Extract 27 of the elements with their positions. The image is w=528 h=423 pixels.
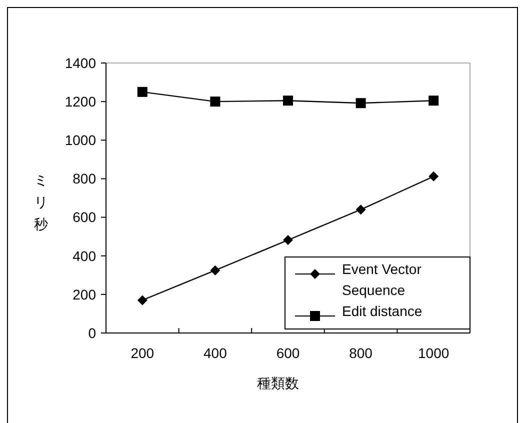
x-tick-label: 600: [276, 345, 300, 361]
point: [137, 86, 148, 97]
y-tick-label: 600: [72, 209, 96, 226]
y-tick-label: 1000: [64, 132, 96, 148]
point: [210, 265, 220, 276]
point: [428, 171, 439, 182]
x-tick-label: 400: [204, 345, 228, 361]
y-tick-label: 200: [72, 286, 96, 302]
y-axis-title: ミリ秒: [34, 172, 48, 232]
point: [356, 98, 366, 108]
point: [428, 96, 439, 106]
x-axis-title: 種類数: [257, 375, 299, 391]
x-tick-label: 200: [130, 345, 154, 361]
y-tick-label: 1200: [64, 93, 96, 110]
point: [283, 235, 293, 246]
y-tick-label: 1400: [64, 54, 96, 71]
point: [210, 96, 220, 107]
x-tick-label: 1000: [418, 345, 450, 361]
y-tick-label: 800: [72, 170, 96, 187]
legend-label: Edit distance: [342, 303, 422, 319]
legend-label: Event Vector Sequence: [342, 261, 422, 298]
y-tick-label: 400: [72, 248, 96, 264]
point: [283, 96, 293, 106]
point: [356, 204, 366, 215]
x-tick-label: 800: [349, 345, 373, 361]
point: [137, 295, 148, 306]
y-tick-label: 0: [88, 324, 96, 341]
